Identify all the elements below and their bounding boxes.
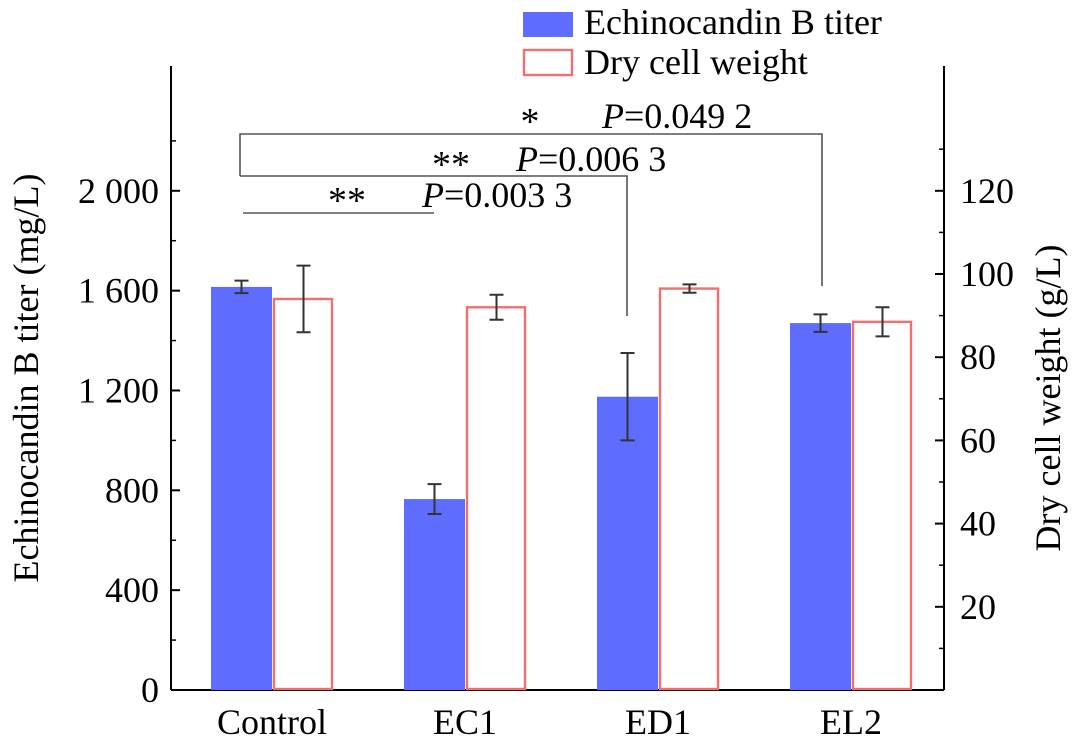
left-tick-label: 1 200 <box>78 370 159 410</box>
titer-bar <box>790 323 851 690</box>
p-symbol: P <box>515 139 538 179</box>
right-tick-label: 120 <box>960 171 1014 211</box>
significance-stars: ** <box>328 180 366 222</box>
dcw-bar <box>658 287 720 691</box>
dcw-bar <box>272 297 334 691</box>
left-tick-label: 800 <box>105 470 159 510</box>
titer-bar <box>404 499 465 690</box>
titer-error-bar <box>427 483 442 516</box>
significance-bracket <box>240 175 628 316</box>
dcw-error-bar <box>296 264 311 334</box>
dcw-error-bar <box>875 306 890 338</box>
p-value: =0.006 3 <box>538 139 666 179</box>
x-tick-label: ED1 <box>625 702 691 742</box>
legend-swatch-dcw <box>522 48 574 77</box>
dcw-bar <box>465 306 527 691</box>
left-tick-label: 0 <box>141 670 159 710</box>
dcw-bar <box>851 320 913 691</box>
x-tick-label: Control <box>217 702 327 742</box>
right-tick-label: 100 <box>960 254 1014 294</box>
significance-bracket <box>239 133 823 286</box>
significance-stars: ** <box>432 144 470 186</box>
dcw-error-bar <box>489 293 504 321</box>
legend-label-titer: Echinocandin B titer <box>584 2 882 42</box>
p-value-label: P=0.006 3 <box>515 139 666 179</box>
x-tick-label: EC1 <box>433 702 497 742</box>
right-tick-label: 60 <box>960 420 996 460</box>
x-tick-label: EL2 <box>820 702 882 742</box>
p-symbol: P <box>601 96 624 136</box>
right-tick-label: 40 <box>960 504 996 544</box>
y2-axis-label: Dry cell weight (g/L) <box>1028 245 1068 552</box>
left-tick-label: 1 600 <box>78 271 159 311</box>
p-value: =0.049 2 <box>624 96 752 136</box>
y-axis-label: Echinocandin B titer (mg/L) <box>6 174 46 583</box>
titer-error-bar <box>234 279 249 295</box>
p-value: =0.003 3 <box>444 175 572 215</box>
right-tick-label: 80 <box>960 337 996 377</box>
legend-label-dcw: Dry cell weight <box>584 42 808 82</box>
titer-error-bar <box>813 313 828 333</box>
p-symbol: P <box>421 175 444 215</box>
titer-bar <box>211 286 272 690</box>
right-tick-label: 20 <box>960 587 996 627</box>
significance-brackets: ** P=0.003 3** P=0.006 3* P=0.049 2 <box>239 96 823 316</box>
significance-stars: * <box>521 101 540 143</box>
p-value-label: P=0.003 3 <box>421 175 572 215</box>
bars <box>211 264 913 691</box>
left-tick-label: 400 <box>105 570 159 610</box>
axes: 0 400 800 1 200 1 600 2 000 20 40 60 80 100 120 Echi… <box>6 66 1068 742</box>
left-tick-label: 2 000 <box>78 171 159 211</box>
titer-bar <box>597 396 658 690</box>
titer-error-bar <box>620 352 635 442</box>
legend-swatch-titer <box>523 12 573 37</box>
dcw-error-bar <box>682 283 697 294</box>
p-value-label: P=0.049 2 <box>601 96 752 136</box>
